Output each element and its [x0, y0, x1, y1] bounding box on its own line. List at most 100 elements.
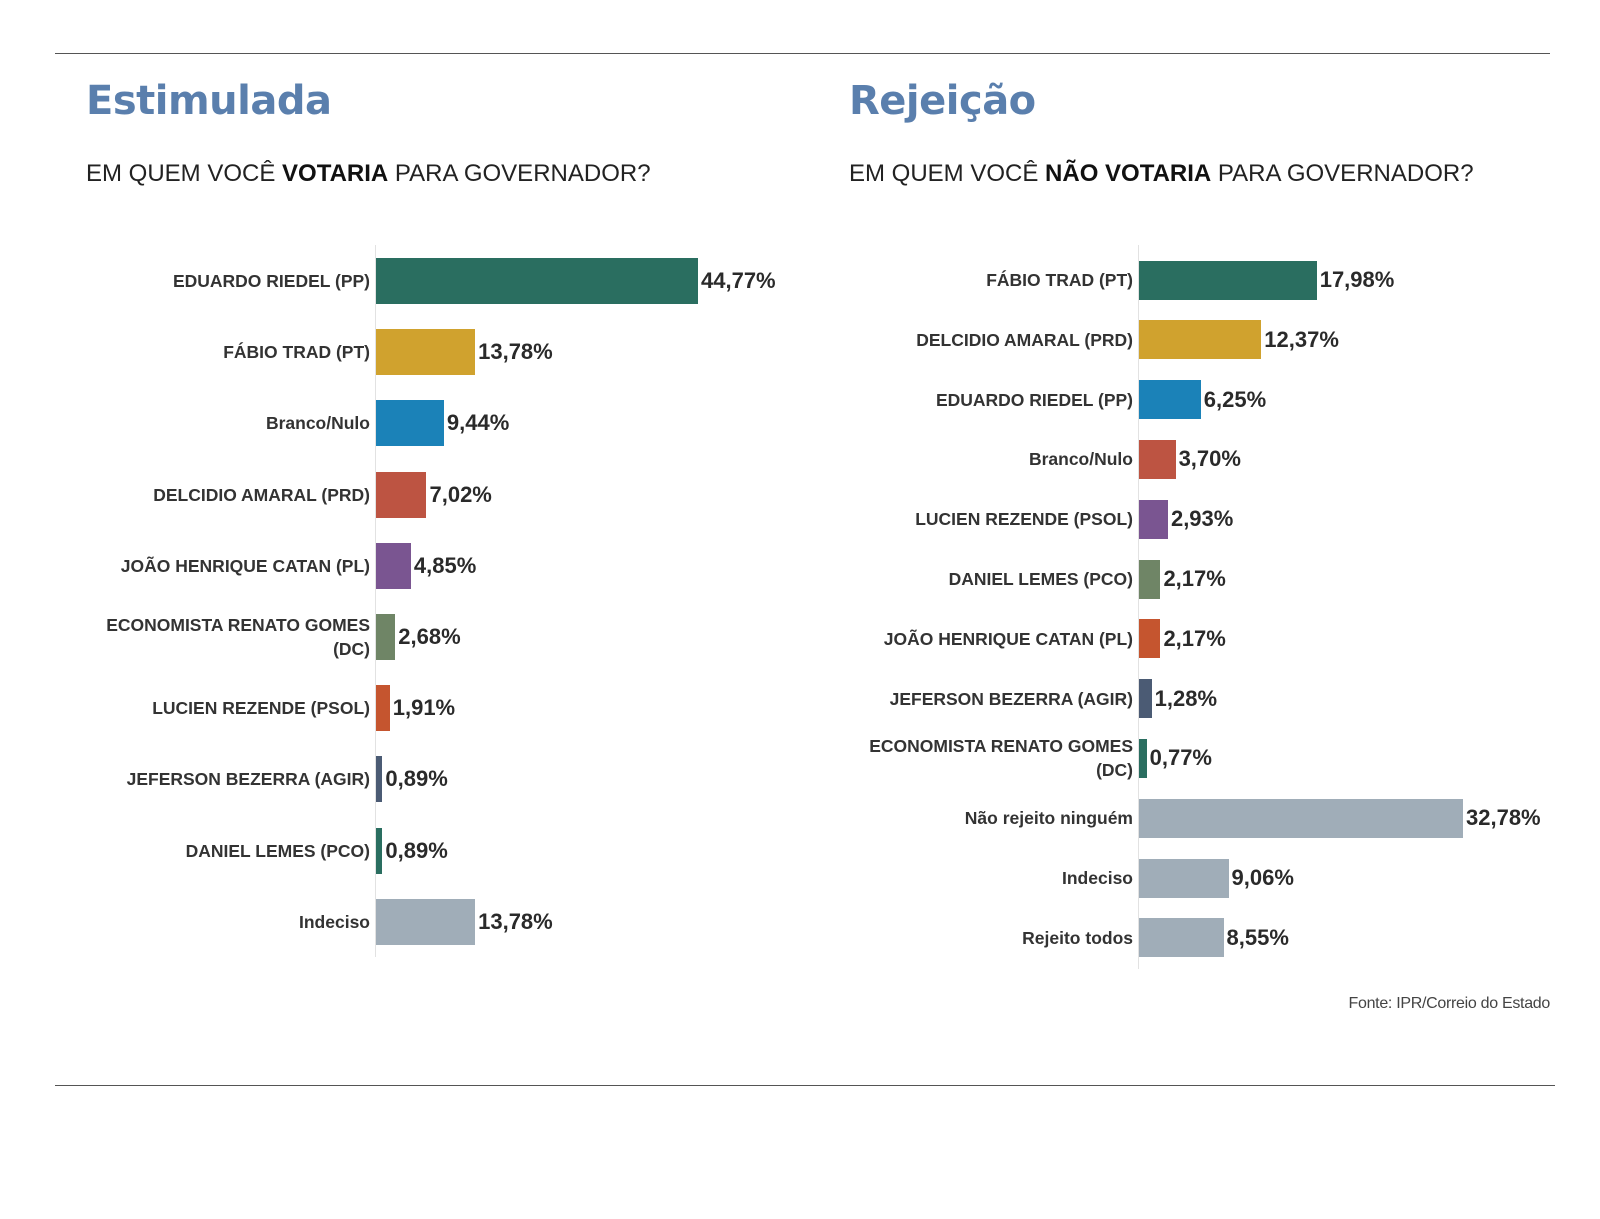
bar-row: DANIEL LEMES (PCO) 2,17% — [849, 559, 1569, 599]
source-note: Fonte: IPR/Correio do Estado — [1348, 995, 1551, 1012]
bar — [1139, 439, 1176, 479]
value-label: 2,93% — [1170, 506, 1234, 532]
bar — [376, 542, 411, 589]
value-label: 2,17% — [1163, 625, 1226, 651]
value-label: 32,78% — [1466, 805, 1541, 831]
bar — [1139, 918, 1224, 958]
category-label: DANIEL LEMES (PCO) — [948, 569, 1133, 589]
value-label: 2,68% — [398, 624, 461, 649]
bar-row: Branco/Nulo 3,70% — [849, 439, 1569, 479]
category-label: ECONOMISTA RENATO GOMES (DC) — [869, 736, 1133, 781]
bar-row: JOÃO HENRIQUE CATAN (PL) 4,85% — [86, 542, 806, 589]
value-label: 0,89% — [385, 837, 448, 863]
chart-title: Estimulada — [86, 78, 332, 124]
bar — [1139, 320, 1262, 360]
category-label: Indeciso — [299, 911, 370, 932]
bar-row: EDUARDO RIEDEL (PP) 6,25% — [849, 380, 1569, 420]
value-label: 9,06% — [1231, 865, 1294, 890]
category-label: JEFERSON BEZERRA (AGIR) — [126, 769, 370, 790]
bar-row: Não rejeito ninguém 32,78% — [849, 798, 1569, 838]
subtitle-post: PARA GOVERNADOR? — [388, 160, 651, 187]
subtitle-post: PARA GOVERNADOR? — [1211, 160, 1474, 187]
chart-title: Rejeição — [849, 78, 1036, 124]
bar-row: JEFERSON BEZERRA (AGIR) 1,28% — [849, 679, 1569, 719]
bar-row: Branco/Nulo 9,44% — [86, 400, 806, 447]
bar-row: DELCIDIO AMARAL (PRD) 12,37% — [849, 320, 1569, 360]
category-label: JEFERSON BEZERRA (AGIR) — [889, 688, 1133, 709]
category-label: DELCIDIO AMARAL (PRD) — [153, 484, 370, 505]
bar — [376, 329, 476, 376]
value-label: 7,02% — [429, 481, 492, 507]
bar-chart-estimulada: EDUARDO RIEDEL (PP) 44,77% FÁBIO TRAD (PT)… — [86, 245, 806, 965]
category-label: LUCIEN REZENDE (PSOL) — [915, 509, 1133, 530]
category-label: FÁBIO TRAD (PT) — [223, 342, 370, 363]
category-label: JOÃO HENRIQUE CATAN (PL) — [883, 628, 1133, 649]
bar — [1139, 858, 1229, 898]
subtitle-pre: EM QUEM VOCÊ — [86, 160, 283, 187]
bar — [1139, 260, 1317, 300]
value-label: 0,77% — [1149, 745, 1212, 771]
chart-subtitle: EM QUEM VOCÊ NÃO VOTARIA PARA GOVERNADOR… — [849, 160, 1474, 188]
bar — [376, 614, 396, 660]
value-label: 17,98% — [1319, 267, 1395, 292]
bar — [1139, 499, 1168, 539]
category-label: EDUARDO RIEDEL (PP) — [935, 389, 1133, 410]
chart-subtitle: EM QUEM VOCÊ VOTARIA PARA GOVERNADOR? — [86, 160, 651, 188]
value-label: 44,77% — [701, 268, 776, 293]
subtitle-bold: NÃO VOTARIA — [1045, 160, 1212, 187]
category-label: DELCIDIO AMARAL (PRD) — [916, 329, 1133, 350]
bar-row: ECONOMISTA RENATO GOMES (DC) 0,77% — [849, 736, 1569, 780]
value-label: 4,85% — [413, 552, 477, 578]
bar-row: Indeciso 13,78% — [86, 898, 806, 945]
category-label: Indeciso — [1062, 868, 1133, 888]
bar-row: JOÃO HENRIQUE CATAN (PL) 2,17% — [849, 619, 1569, 659]
value-axis-line — [1138, 245, 1139, 970]
value-label: 2,17% — [1163, 566, 1226, 591]
value-label: 6,25% — [1203, 386, 1267, 412]
subtitle-bold: VOTARIA — [282, 160, 389, 187]
bar — [376, 258, 698, 304]
bar — [1139, 738, 1147, 778]
bar-row: Rejeito todos 8,55% — [849, 918, 1569, 958]
value-label: 3,70% — [1178, 446, 1241, 472]
bottom-divider — [55, 1085, 1555, 1086]
bar-row: LUCIEN REZENDE (PSOL) 1,91% — [86, 685, 806, 732]
bar — [1139, 619, 1161, 659]
bar-row: FÁBIO TRAD (PT) 13,78% — [86, 329, 806, 376]
value-label: 13,78% — [478, 339, 553, 365]
category-label: EDUARDO RIEDEL (PP) — [172, 271, 370, 291]
bar — [1139, 380, 1201, 420]
bar-row: DELCIDIO AMARAL (PRD) 7,02% — [86, 471, 806, 518]
value-label: 0,89% — [385, 766, 448, 792]
value-label: 12,37% — [1264, 326, 1339, 352]
bar-row: EDUARDO RIEDEL (PP) 44,77% — [86, 258, 806, 304]
bar-chart-rejeicao: FÁBIO TRAD (PT) 17,98% DELCIDIO AMARAL (PR… — [849, 245, 1569, 970]
value-label: 8,55% — [1226, 924, 1289, 950]
bar-row: JEFERSON BEZERRA (AGIR) 0,89% — [86, 756, 806, 803]
bar-row: LUCIEN REZENDE (PSOL) 2,93% — [849, 499, 1569, 539]
value-axis-line — [375, 245, 376, 957]
bar — [376, 827, 383, 874]
category-label: ECONOMISTA RENATO GOMES (DC) — [106, 615, 370, 659]
bar — [376, 756, 383, 803]
category-label: Branco/Nulo — [265, 413, 370, 434]
bar-row: Indeciso 9,06% — [849, 858, 1569, 898]
category-label: FÁBIO TRAD (PT) — [986, 270, 1133, 290]
category-label: JOÃO HENRIQUE CATAN (PL) — [120, 555, 370, 576]
top-divider — [55, 53, 1550, 54]
bar — [376, 685, 390, 732]
bar — [376, 471, 427, 518]
value-label: 1,28% — [1154, 685, 1218, 711]
value-label: 13,78% — [478, 908, 553, 934]
category-label: Não rejeito ninguém — [964, 808, 1133, 829]
bar-row: ECONOMISTA RENATO GOMES (DC) 2,68% — [86, 614, 806, 660]
bar — [1139, 798, 1463, 838]
category-label: LUCIEN REZENDE (PSOL) — [152, 698, 370, 719]
value-label: 1,91% — [392, 695, 456, 721]
bar — [1139, 559, 1161, 599]
subtitle-pre: EM QUEM VOCÊ — [849, 160, 1046, 187]
category-label: Branco/Nulo — [1028, 449, 1133, 470]
bar — [1139, 679, 1152, 719]
bar — [376, 400, 444, 447]
bar-row: DANIEL LEMES (PCO) 0,89% — [86, 827, 806, 874]
